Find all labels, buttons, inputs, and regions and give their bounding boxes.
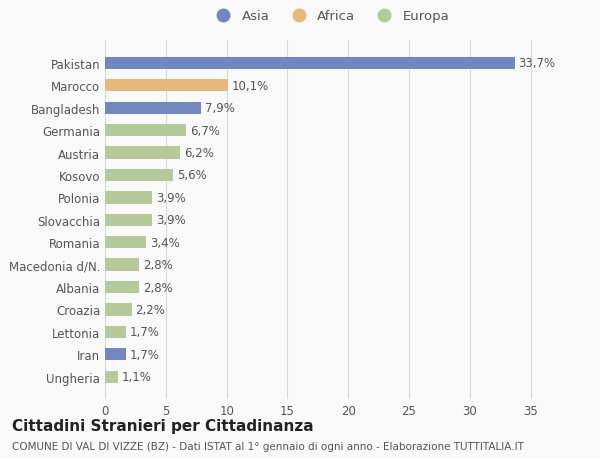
Text: 7,9%: 7,9% [205, 102, 235, 115]
Legend: Asia, Africa, Europa: Asia, Africa, Europa [205, 5, 455, 28]
Text: COMUNE DI VAL DI VIZZE (BZ) - Dati ISTAT al 1° gennaio di ogni anno - Elaborazio: COMUNE DI VAL DI VIZZE (BZ) - Dati ISTAT… [12, 441, 524, 451]
Text: 1,7%: 1,7% [130, 348, 159, 361]
Text: 2,2%: 2,2% [136, 303, 165, 316]
Bar [105, 102, 201, 115]
Text: 6,7%: 6,7% [190, 124, 220, 137]
Bar [105, 192, 152, 204]
Text: 33,7%: 33,7% [518, 57, 556, 70]
Bar [105, 326, 125, 338]
Text: 3,9%: 3,9% [156, 214, 186, 227]
Bar [105, 304, 132, 316]
Text: 1,1%: 1,1% [122, 370, 152, 383]
Bar [105, 214, 152, 226]
Bar [105, 281, 139, 294]
Text: 6,2%: 6,2% [184, 147, 214, 160]
Bar [105, 80, 228, 92]
Bar [105, 169, 173, 182]
Text: 3,4%: 3,4% [150, 236, 180, 249]
Text: 10,1%: 10,1% [232, 79, 269, 93]
Text: 2,8%: 2,8% [143, 281, 172, 294]
Bar [105, 125, 187, 137]
Bar [105, 147, 181, 159]
Text: Cittadini Stranieri per Cittadinanza: Cittadini Stranieri per Cittadinanza [12, 418, 314, 433]
Text: 5,6%: 5,6% [177, 169, 206, 182]
Text: 1,7%: 1,7% [130, 326, 159, 339]
Bar [105, 371, 118, 383]
Bar [105, 259, 139, 271]
Text: 2,8%: 2,8% [143, 258, 172, 272]
Bar [105, 57, 515, 70]
Text: 3,9%: 3,9% [156, 191, 186, 204]
Bar [105, 348, 125, 361]
Bar [105, 236, 146, 249]
